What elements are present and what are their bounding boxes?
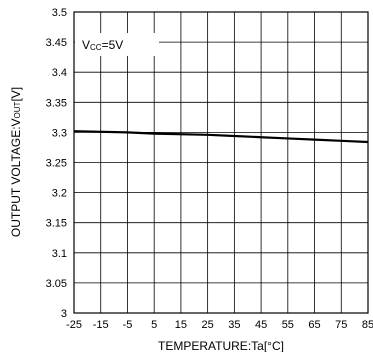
vcc-annotation-value: =5V <box>102 38 124 52</box>
y-tick-label: 3.3 <box>52 127 67 139</box>
x-axis-label: TEMPERATURE:Ta[°C] <box>158 339 284 352</box>
y-tick-labels: 3 3.05 3.1 3.15 3.2 3.25 3.3 3.35 3.4 3.45 3.5 <box>46 7 67 320</box>
x-tick-label: -25 <box>66 319 82 331</box>
y-tick-label: 3.45 <box>46 37 67 49</box>
plot-frame <box>73 11 369 314</box>
series-line <box>73 130 369 144</box>
y-tick-label: 3.25 <box>46 158 67 170</box>
y-tick-label: 3.2 <box>52 188 67 200</box>
x-tick-label: 55 <box>282 319 294 331</box>
vcc-annotation-subscript: CC <box>90 43 102 52</box>
y-tick-label: 3.1 <box>52 248 67 260</box>
y-tick-label: 3 <box>61 308 67 320</box>
y-tick-label: 3.15 <box>46 218 67 230</box>
x-tick-label: 35 <box>228 319 240 331</box>
x-tick-label: 15 <box>175 319 187 331</box>
y-axis-label: OUTPUT VOLTAGE:VOUT[V] <box>9 87 23 237</box>
x-tick-labels: -25 -15 -5 5 15 25 35 45 55 65 75 85 <box>66 319 373 331</box>
y-axis-label-subscript: OUT <box>13 101 22 118</box>
y-axis-label-suffix: [V] <box>9 87 23 102</box>
y-tick-label: 3.5 <box>52 7 67 19</box>
vcc-annotation-main: V <box>82 38 90 52</box>
annotation-box <box>75 33 159 56</box>
x-tick-label: 5 <box>151 319 157 331</box>
y-tick-label: 3.35 <box>46 97 67 109</box>
x-tick-label: 75 <box>335 319 347 331</box>
x-tick-label: 65 <box>308 319 320 331</box>
y-tick-label: 3.05 <box>46 278 67 290</box>
x-tick-label: -15 <box>93 319 109 331</box>
y-tick-label: 3.4 <box>52 67 67 79</box>
vcc-annotation: VCC=5V <box>82 38 123 52</box>
x-tick-label: -5 <box>123 319 133 331</box>
x-tick-label: 25 <box>202 319 214 331</box>
x-tick-label: 85 <box>362 319 373 331</box>
x-tick-label: 45 <box>255 319 267 331</box>
series-group <box>73 130 369 144</box>
y-axis-label-prefix: OUTPUT VOLTAGE:V <box>9 118 23 237</box>
